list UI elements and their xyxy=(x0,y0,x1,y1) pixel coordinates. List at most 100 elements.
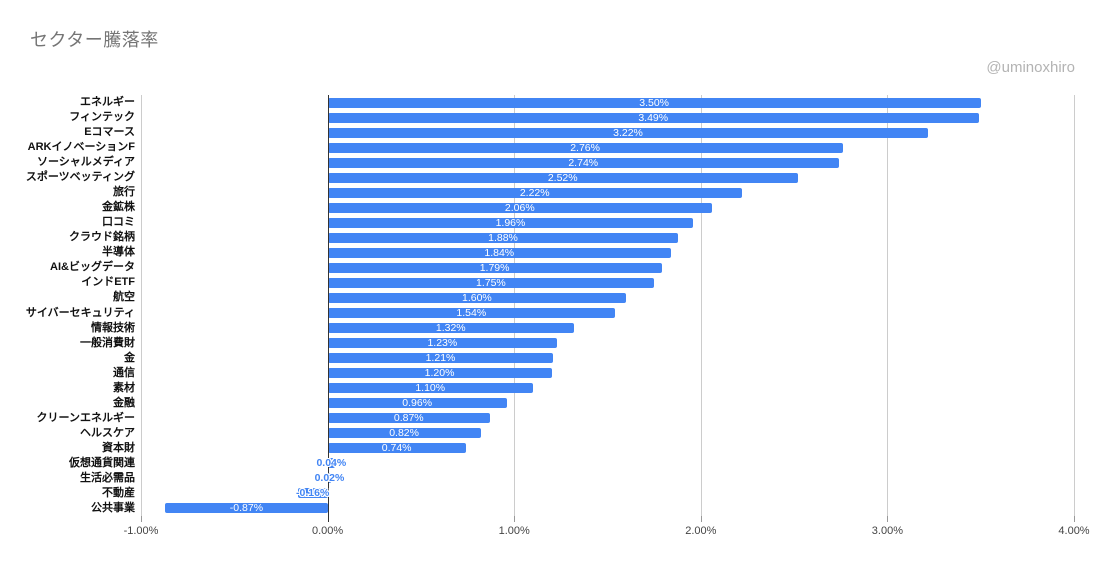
category-label: Eコマース xyxy=(84,126,135,139)
bar-value-label: 2.74% xyxy=(568,156,599,169)
bar xyxy=(327,217,694,228)
category-label: スポーツベッティング xyxy=(25,171,135,184)
category-label: クラウド銘柄 xyxy=(69,231,135,244)
bar xyxy=(327,443,466,454)
category-label: 仮想通貨関連 xyxy=(69,456,135,469)
x-axis-tick-label: 4.00% xyxy=(1058,525,1090,537)
category-label: ヘルスケア xyxy=(80,426,135,439)
gridline xyxy=(514,95,516,516)
bar-value-label: 2.06% xyxy=(504,201,535,214)
bar xyxy=(327,232,679,243)
x-axis-tick-label: 0.00% xyxy=(311,525,344,537)
bar xyxy=(327,187,742,198)
bar-value-label: 0.02% xyxy=(314,472,345,485)
category-label: エネルギー xyxy=(80,96,135,109)
bar-value-label: 2.22% xyxy=(519,186,550,199)
category-label: 公共事業 xyxy=(91,501,135,514)
bar xyxy=(165,503,328,514)
bar-value-label: 1.96% xyxy=(495,216,526,229)
bar xyxy=(327,458,336,469)
bar-value-label: 1.75% xyxy=(475,276,506,289)
category-label: 旅行 xyxy=(113,186,135,199)
category-label: 情報技術 xyxy=(91,321,135,334)
bar-value-label: 1.23% xyxy=(427,337,458,350)
category-label: 通信 xyxy=(113,366,135,379)
category-label: 金鉱株 xyxy=(102,201,135,214)
bar-value-label: 0.96% xyxy=(402,397,433,410)
x-axis-tick-mark xyxy=(514,516,516,522)
bar-value-label: 1.60% xyxy=(461,291,492,304)
bar-value-label: 0.87% xyxy=(393,412,424,425)
x-axis-tick-mark xyxy=(887,516,889,522)
bar xyxy=(327,262,662,273)
bar xyxy=(327,247,671,258)
bar xyxy=(327,473,332,484)
bar-value-label: 1.54% xyxy=(456,307,487,320)
category-label: 金融 xyxy=(113,396,135,409)
bar xyxy=(297,488,328,499)
category-label: 不動産 xyxy=(102,486,135,499)
x-axis-tick-mark xyxy=(141,516,142,522)
watermark-handle: @uminoxhiro xyxy=(986,59,1075,76)
category-label: 口コミ xyxy=(102,216,135,229)
bar-value-label: 1.10% xyxy=(415,382,446,395)
bar xyxy=(327,428,481,439)
bar-value-label: 0.82% xyxy=(389,427,419,440)
gridline xyxy=(887,95,889,516)
x-axis-tick-mark xyxy=(1074,516,1075,522)
category-label: 一般消費財 xyxy=(80,336,135,349)
bar-value-label: -0.87% xyxy=(229,502,264,515)
bar xyxy=(327,398,507,409)
bar-value-label: 1.79% xyxy=(479,261,510,274)
bar-value-label: 1.84% xyxy=(484,246,515,259)
bar xyxy=(327,142,843,153)
x-axis-tick-label: 2.00% xyxy=(685,525,717,537)
bar xyxy=(327,368,552,379)
chart-title: セクター騰落率 xyxy=(30,30,159,50)
bar xyxy=(327,97,981,108)
bar xyxy=(327,413,490,424)
bar-value-label: 1.21% xyxy=(425,352,456,365)
bar-value-label: 0.04% xyxy=(316,457,347,470)
bar-value-label: -0.16% xyxy=(296,487,330,500)
bar-value-label: 1.20% xyxy=(424,367,455,380)
bar xyxy=(327,353,554,364)
category-label: 素材 xyxy=(113,381,135,394)
gridline xyxy=(700,95,702,516)
bar xyxy=(327,308,615,319)
bar xyxy=(327,323,574,334)
bar-value-label: 2.76% xyxy=(570,141,600,154)
bar xyxy=(327,202,712,213)
category-label: ソーシャルメディア xyxy=(36,156,135,169)
category-label: 金 xyxy=(124,351,135,364)
x-axis-tick-label: 1.00% xyxy=(498,525,530,537)
category-label: 半導体 xyxy=(102,246,135,259)
bar xyxy=(327,338,558,349)
bar-value-label: 1.32% xyxy=(435,322,466,335)
category-label: 生活必需品 xyxy=(80,471,135,484)
bar xyxy=(327,112,979,123)
gridline xyxy=(1074,95,1075,516)
category-label: インドETF xyxy=(81,276,135,289)
bar-value-label: 2.52% xyxy=(547,171,578,184)
zero-axis-line xyxy=(327,95,329,522)
bar-value-label: 3.49% xyxy=(638,111,669,124)
category-label: クリーンエネルギー xyxy=(36,411,135,424)
category-label: サイバーセキュリティ xyxy=(25,306,135,319)
bar xyxy=(327,172,798,183)
x-axis-tick-mark xyxy=(700,516,702,522)
category-label: AI&ビッグデータ xyxy=(50,261,135,274)
category-label: 航空 xyxy=(113,291,135,304)
bar-value-label: 3.22% xyxy=(613,126,643,139)
x-axis-tick-label: -1.00% xyxy=(123,525,159,537)
category-label: フィンテック xyxy=(69,111,135,124)
bar-value-label: 0.74% xyxy=(381,442,412,455)
bar xyxy=(327,292,627,303)
bar xyxy=(327,277,655,288)
category-label: 資本財 xyxy=(102,441,135,454)
bar-value-label: 1.88% xyxy=(488,231,518,244)
category-label: ARKイノベーションF xyxy=(27,141,135,154)
gridline xyxy=(141,95,142,516)
bar xyxy=(327,383,533,394)
